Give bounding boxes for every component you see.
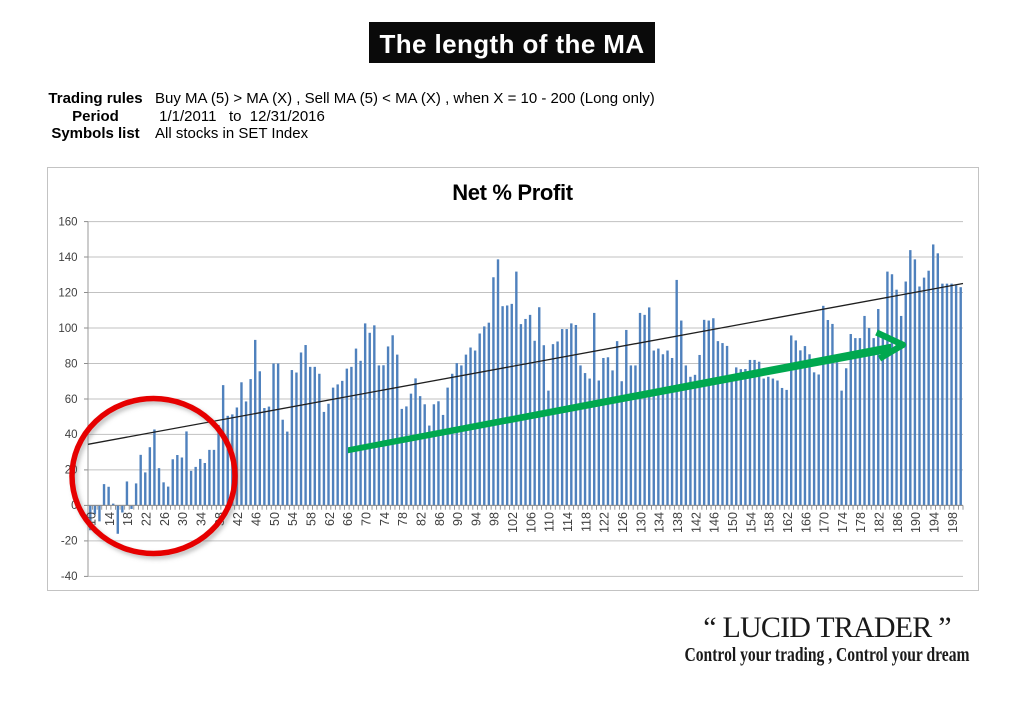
- svg-text:146: 146: [708, 512, 722, 533]
- svg-text:46: 46: [250, 512, 264, 526]
- svg-text:54: 54: [286, 512, 300, 526]
- svg-text:Net % Profit: Net % Profit: [452, 180, 573, 205]
- svg-text:114: 114: [561, 512, 575, 532]
- svg-text:150: 150: [726, 512, 740, 533]
- svg-text:102: 102: [506, 512, 520, 533]
- svg-text:58: 58: [305, 512, 319, 526]
- svg-text:86: 86: [433, 512, 447, 526]
- svg-text:78: 78: [396, 512, 410, 526]
- svg-text:30: 30: [176, 512, 190, 526]
- svg-text:-20: -20: [61, 536, 78, 548]
- svg-text:-40: -40: [61, 571, 78, 583]
- svg-text:182: 182: [873, 512, 887, 533]
- svg-text:0: 0: [71, 500, 77, 512]
- svg-text:66: 66: [341, 512, 355, 526]
- svg-text:174: 174: [836, 512, 850, 533]
- svg-text:70: 70: [360, 512, 374, 526]
- svg-text:122: 122: [598, 512, 612, 533]
- svg-text:120: 120: [58, 287, 77, 299]
- svg-text:154: 154: [744, 512, 758, 533]
- svg-text:74: 74: [378, 512, 392, 526]
- svg-text:126: 126: [616, 512, 630, 533]
- svg-text:106: 106: [524, 512, 538, 533]
- svg-text:82: 82: [414, 512, 428, 526]
- svg-text:118: 118: [579, 512, 593, 532]
- svg-text:134: 134: [653, 512, 667, 533]
- svg-text:18: 18: [121, 512, 135, 526]
- svg-text:162: 162: [781, 512, 795, 533]
- svg-text:80: 80: [65, 358, 78, 370]
- svg-text:42: 42: [231, 512, 245, 526]
- svg-text:40: 40: [65, 429, 78, 441]
- svg-text:98: 98: [488, 512, 502, 526]
- svg-text:160: 160: [58, 216, 77, 228]
- svg-text:22: 22: [140, 512, 154, 526]
- svg-text:60: 60: [65, 394, 78, 406]
- svg-text:94: 94: [469, 512, 483, 526]
- svg-text:50: 50: [268, 512, 282, 526]
- svg-text:100: 100: [58, 323, 77, 335]
- svg-text:190: 190: [909, 512, 923, 533]
- svg-text:170: 170: [818, 512, 832, 533]
- svg-text:166: 166: [799, 512, 813, 533]
- svg-text:178: 178: [854, 512, 868, 533]
- svg-text:26: 26: [158, 512, 172, 526]
- svg-text:138: 138: [671, 512, 685, 533]
- svg-text:186: 186: [891, 512, 905, 533]
- svg-text:90: 90: [451, 512, 465, 526]
- svg-text:142: 142: [689, 512, 703, 533]
- svg-text:198: 198: [946, 512, 960, 533]
- svg-text:62: 62: [323, 512, 337, 526]
- svg-text:140: 140: [58, 252, 77, 264]
- svg-text:130: 130: [634, 512, 648, 533]
- svg-text:110: 110: [543, 512, 557, 532]
- svg-text:194: 194: [928, 512, 942, 533]
- svg-text:14: 14: [103, 512, 117, 526]
- svg-text:34: 34: [195, 512, 209, 526]
- svg-text:158: 158: [763, 512, 777, 533]
